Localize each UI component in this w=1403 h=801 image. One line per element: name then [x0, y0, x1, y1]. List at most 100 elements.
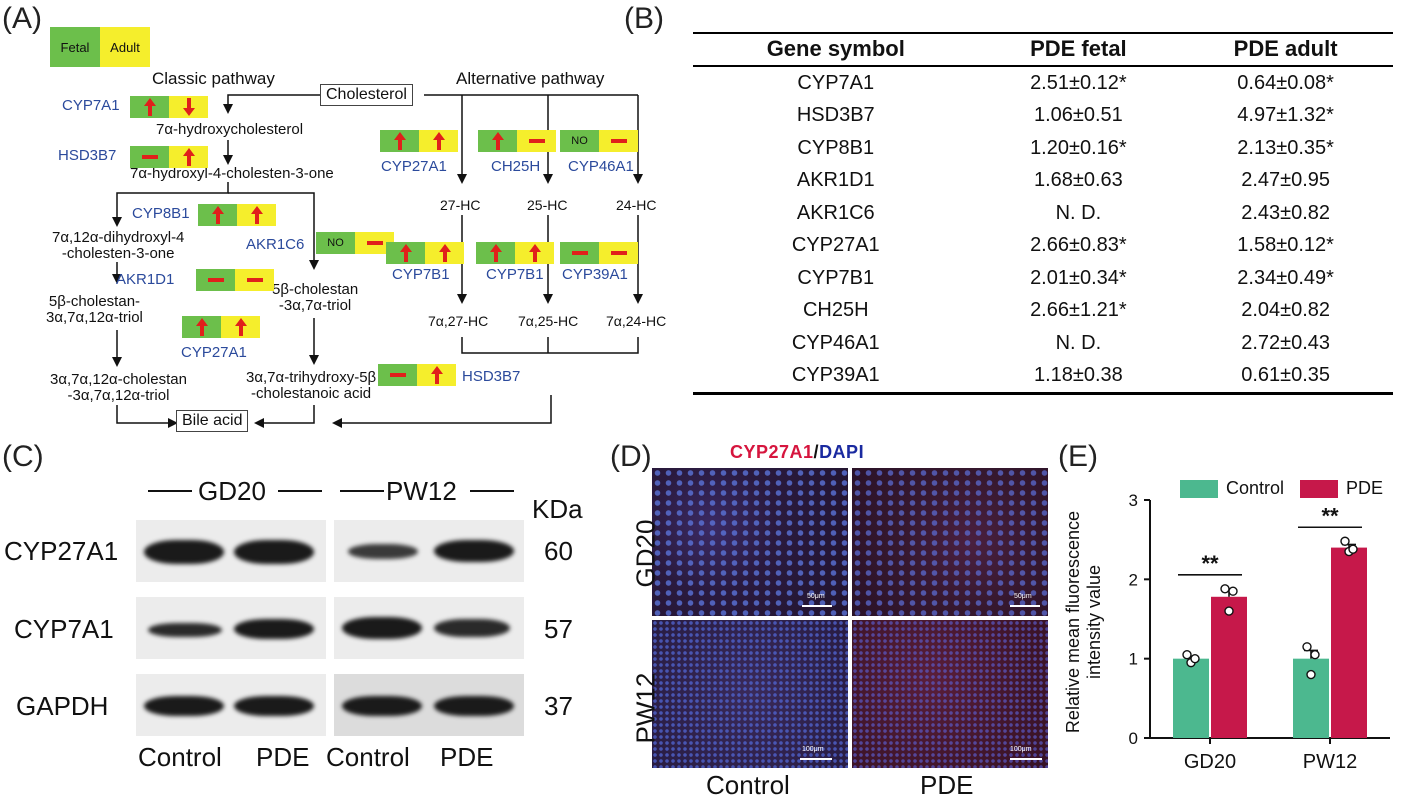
badge-akr1c6: NO — [316, 232, 394, 254]
cell-fetal: 1.20±0.16* — [1030, 136, 1127, 159]
header-gene-symbol: Gene symbol — [766, 36, 905, 61]
data-point — [1224, 606, 1234, 616]
legend-fetal: Fetal — [50, 27, 100, 67]
kda-label: KDa — [532, 494, 583, 524]
gene-label-cyp8b1: CYP8B1 — [132, 205, 190, 222]
lane-label-control-pw12: Control — [326, 742, 410, 772]
intermediate-cholestan-12a-triol: 3α,7α,12α-cholestan -3α,7α,12α-triol — [50, 371, 187, 404]
row-label-gd20: GD20 — [630, 519, 661, 588]
scale-text: 100μm — [1010, 746, 1032, 753]
mw-37: 37 — [544, 691, 573, 721]
no-label: NO — [571, 135, 588, 147]
gene-expression-table: Gene symbol PDE fetal PDE adult CYP7A1 2.… — [693, 32, 1393, 395]
cell-adult: 2.13±0.35* — [1237, 136, 1334, 159]
y-tick-label: 2 — [1129, 570, 1138, 589]
intermediate-cholestanoic-acid: 3α,7α-trihydroxy-5β -cholestanoic acid — [246, 369, 377, 402]
data-point — [1302, 642, 1312, 652]
significance-stars: ** — [1321, 503, 1339, 528]
table-row: HSD3B7 1.06±0.51 4.97±1.32* — [693, 100, 1393, 133]
cell-adult: 2.04±0.82 — [1241, 299, 1331, 322]
blot-gapdh-gd20 — [136, 674, 326, 736]
data-point — [1228, 586, 1238, 596]
scale-bar — [800, 758, 832, 760]
badge-cyp7b1-a — [386, 242, 464, 264]
bar-chart-svg: 0 1 2 3 GD20 ** PW12 ** — [1129, 491, 1390, 773]
blot-cyp7a1-pw12 — [334, 597, 524, 659]
data-point — [1340, 536, 1350, 546]
cell-adult: 2.34±0.49* — [1237, 266, 1334, 289]
badge-cyp39a1 — [560, 242, 638, 264]
pw12-line-right — [470, 490, 514, 492]
gene-label-cyp46a1: CYP46A1 — [568, 158, 634, 175]
data-point — [1306, 669, 1316, 680]
bar-pde-gd20 — [1211, 596, 1247, 738]
gd20-line-left — [148, 490, 192, 492]
table-row: CYP8B1 1.20±0.16* 2.13±0.35* — [693, 132, 1393, 165]
badge-cyp7b1-b — [476, 242, 554, 264]
bar-control-gd20 — [1173, 658, 1209, 738]
cell-fetal: 2.66±0.83* — [1030, 234, 1127, 257]
cell-fetal: 2.51±0.12* — [1030, 71, 1127, 94]
data-point — [1348, 544, 1358, 554]
y-tick-label: 3 — [1129, 491, 1138, 510]
legend-control-label: Control — [1226, 478, 1285, 498]
badge-cyp8b1 — [198, 204, 276, 226]
no-label: NO — [327, 237, 344, 249]
protein-label-cyp7a1: CYP7A1 — [14, 614, 114, 644]
y-tick-label: 0 — [1129, 729, 1138, 748]
intermediate-dihydroxyl: 7α,12α-dihydroxyl-4 -cholesten-3-one — [52, 229, 185, 262]
badge-cyp27a1-right — [380, 130, 458, 152]
badge-cyp46a1: NO — [560, 130, 638, 152]
gene-label-cyp27a1-right: CYP27A1 — [381, 158, 447, 175]
gene-label-cyp7a1: CYP7A1 — [62, 97, 120, 114]
data-point — [1182, 649, 1192, 660]
micrograph-pw12-pde: 100μm — [852, 620, 1048, 768]
pw12-line-left — [340, 490, 384, 492]
panel-label-b: (B) — [624, 2, 664, 35]
mw-57: 57 — [544, 614, 573, 644]
x-tick-label: GD20 — [1184, 751, 1236, 773]
cell-adult: 4.97±1.32* — [1237, 104, 1334, 127]
cell-gene: CYP39A1 — [791, 364, 880, 387]
cell-adult: 0.64±0.08* — [1237, 71, 1334, 94]
bile-acid-node: Bile acid — [176, 410, 249, 432]
lane-label-control-gd20: Control — [138, 742, 222, 772]
alternative-pathway-title: Alternative pathway — [456, 69, 605, 88]
hc-25: 25-HC — [527, 197, 568, 213]
micrograph-gd20-pde: 50μm — [852, 468, 1048, 616]
row-label-pw12: PW12 — [630, 672, 661, 744]
badge-cyp7a1 — [130, 96, 208, 118]
gene-label-cyp7b1-b: CYP7B1 — [486, 266, 544, 283]
hc-7a25: 7α,25-HC — [518, 313, 579, 329]
panel-label-c: (C) — [2, 440, 44, 473]
data-point — [1220, 584, 1230, 594]
legend-pde-label: PDE — [1346, 478, 1384, 498]
protein-label-gapdh: GAPDH — [16, 691, 109, 721]
gd20-line-right — [278, 490, 322, 492]
protein-label-cyp27a1: CYP27A1 — [4, 536, 119, 566]
cell-fetal: N. D. — [1055, 331, 1102, 354]
badge-hsd3b7-bottom — [378, 364, 456, 386]
table-row: CYP27A1 2.66±0.83* 1.58±0.12* — [693, 230, 1393, 263]
cell-fetal: 1.18±0.38 — [1033, 364, 1123, 387]
cell-gene: HSD3B7 — [796, 104, 875, 127]
badge-hsd3b7 — [130, 146, 208, 168]
gene-label-akr1d1: AKR1D1 — [116, 271, 175, 288]
table-row: CYP7A1 2.51±0.12* 0.64±0.08* — [693, 66, 1393, 100]
if-title: CYP27A1/DAPI — [730, 442, 864, 463]
scale-text: 50μm — [807, 593, 825, 600]
blot-gapdh-pw12 — [334, 674, 524, 736]
group-label-pw12: PW12 — [386, 476, 457, 506]
scale-bar — [802, 605, 832, 607]
table-row: CYP39A1 1.18±0.38 0.61±0.35 — [693, 360, 1393, 394]
bar-pde-pw12 — [1331, 547, 1367, 738]
lane-label-pde-pw12: PDE — [440, 742, 494, 772]
significance-stars: ** — [1201, 551, 1219, 576]
panel-label-e: (E) — [1058, 440, 1098, 473]
hc-27: 27-HC — [440, 197, 481, 213]
fetal-adult-legend: Fetal Adult — [50, 27, 150, 67]
micrograph-gd20-control: 50μm — [652, 468, 848, 616]
legend-control-swatch — [1180, 479, 1218, 498]
data-point — [1310, 649, 1320, 660]
col-label-control: Control — [706, 770, 790, 800]
